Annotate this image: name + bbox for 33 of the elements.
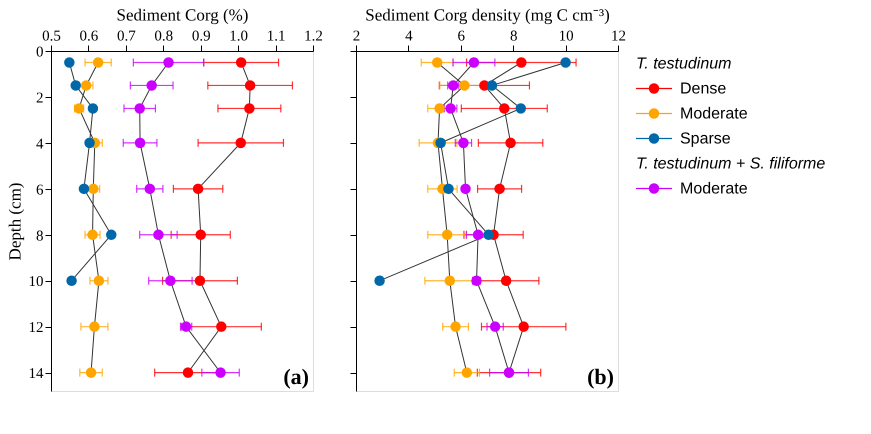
text: T. testudinum xyxy=(636,56,732,72)
x-tick-label: 0.5 xyxy=(42,28,61,44)
y-tick-label: 14 xyxy=(28,366,44,382)
x-tick-label: 12 xyxy=(611,28,626,44)
x-tick-label: 2 xyxy=(352,28,360,44)
legend-label: Moderate xyxy=(680,180,748,198)
legend-label: Moderate xyxy=(680,106,748,122)
y-axis-title: Depth (cm) xyxy=(6,182,24,260)
annotation: (b) xyxy=(587,364,614,389)
x-tick-label: 4 xyxy=(405,28,414,44)
x-tick-label: 0.7 xyxy=(116,28,136,44)
x-tick-label: 1.1 xyxy=(266,28,286,44)
y-tick-label: 8 xyxy=(36,228,44,244)
x-tick-label: 6 xyxy=(458,28,466,44)
annotation: (a) xyxy=(283,364,309,389)
y-tick-label: 2 xyxy=(36,90,44,106)
y-tick-label: 12 xyxy=(28,320,44,336)
y-tick-label: 6 xyxy=(36,182,44,198)
text: T. testudinum + S. filiforme xyxy=(636,156,826,172)
y-tick-label: 10 xyxy=(28,274,44,290)
y-tick-label: 4 xyxy=(36,136,44,152)
x-tick-label: 1.0 xyxy=(229,28,248,44)
x-tick-label: 10 xyxy=(558,28,574,44)
x-axis-title: Sediment Corg (%) xyxy=(116,6,248,24)
x-tick-label: 8 xyxy=(510,28,518,44)
x-tick-label: 0.6 xyxy=(80,28,99,44)
x-tick-label: 0.9 xyxy=(192,28,211,44)
y-tick-label: 0 xyxy=(36,44,44,60)
legend-label: Sparse xyxy=(680,130,731,148)
x-tick-label: 1.2 xyxy=(304,28,323,44)
legend-label: Dense xyxy=(680,80,726,98)
x-axis-title: Sediment Corg density (mg C cm⁻³) xyxy=(365,6,610,24)
x-tick-label: 0.8 xyxy=(154,28,174,44)
